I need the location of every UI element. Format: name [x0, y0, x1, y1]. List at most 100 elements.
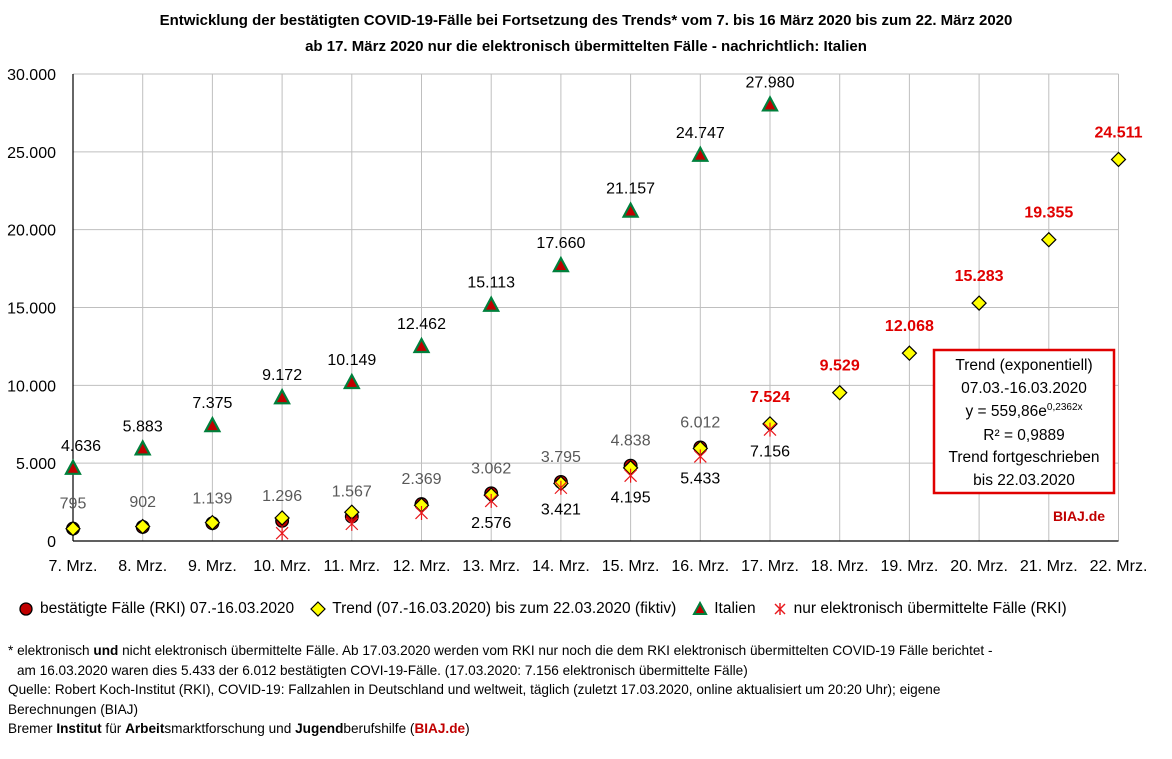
italy-data-label: 17.660 — [536, 235, 585, 252]
confirmed-data-label: 1.296 — [262, 488, 302, 505]
footnote-line1: * elektronisch und nicht elektronisch üb… — [8, 641, 1158, 661]
trend-data-label: 12.068 — [885, 318, 934, 335]
trend-point — [971, 295, 987, 311]
italy-data-label: 10.149 — [327, 352, 376, 369]
annotation-line1: Trend (exponentiell) — [955, 357, 1092, 374]
trend-point — [204, 514, 221, 531]
trend-point — [1040, 231, 1057, 248]
italy-point — [761, 95, 779, 112]
confirmed-data-label: 1.567 — [332, 484, 372, 501]
italy-data-label: 24.747 — [676, 125, 725, 142]
legend-item-confirmed: bestätigte Fälle (RKI) 07.-16.03.2020 — [18, 600, 294, 618]
italy-data-label: 7.375 — [192, 395, 232, 412]
y-tick-label: 10.000 — [7, 378, 56, 395]
electronic-point — [484, 493, 498, 508]
x-tick-label: 20. Mrz. — [950, 558, 1008, 575]
italy-data-label: 27.980 — [746, 74, 795, 91]
x-tick-label: 18. Mrz. — [811, 558, 869, 575]
x-tick-label: 12. Mrz. — [393, 558, 451, 575]
x-tick-label: 16. Mrz. — [671, 558, 729, 575]
italy-point — [64, 458, 82, 475]
trend-point — [1110, 151, 1127, 168]
italy-point — [203, 415, 222, 433]
italy-data-label: 15.113 — [467, 275, 515, 292]
credit-bold: Jugend — [295, 721, 344, 736]
confirmed-data-label: 6.012 — [680, 414, 720, 431]
trend-point — [134, 518, 151, 535]
credit-text: ) — [465, 721, 470, 736]
footnote-text: * elektronisch — [8, 643, 94, 658]
x-tick-label: 7. Mrz. — [49, 558, 98, 575]
italy-data-label: 21.157 — [606, 181, 655, 198]
red-circle-marker-icon — [19, 602, 33, 616]
confirmed-data-label: 1.139 — [192, 490, 232, 507]
annotation-line2: 07.03.-16.03.2020 — [961, 380, 1087, 397]
legend: bestätigte Fälle (RKI) 07.-16.03.2020 Tr… — [18, 598, 1168, 620]
confirmed-data-label: 902 — [129, 494, 156, 511]
trend-point — [274, 510, 290, 526]
trend-data-label: 7.524 — [750, 389, 790, 406]
italy-data-label: 4.636 — [61, 438, 101, 455]
y-tick-label: 15.000 — [7, 301, 56, 318]
confirmed-data-label: 795 — [60, 496, 87, 513]
annotation-line5: Trend fortgeschrieben — [948, 449, 1099, 466]
italy-point — [482, 295, 501, 312]
confirmed-data-label: 3.062 — [471, 460, 511, 477]
italy-point — [552, 255, 570, 273]
annotation-formula-exp: 0,2362x — [1047, 402, 1083, 413]
electronic-point — [554, 480, 568, 495]
confirmed-data-label: 2.369 — [401, 471, 441, 488]
chart-title-line2: ab 17. März 2020 nur die elektronisch üb… — [305, 38, 867, 55]
italy-data-label: 9.172 — [262, 367, 302, 384]
x-tick-label: 21. Mrz. — [1020, 558, 1078, 575]
source-line1: Quelle: Robert Koch-Institut (RKI), COVI… — [8, 682, 941, 697]
credit-text: berufshilfe ( — [343, 721, 415, 736]
legend-label-italy: Italien — [714, 600, 756, 617]
credit-bold: Arbeit — [125, 721, 165, 736]
x-tick-label: 17. Mrz. — [741, 558, 799, 575]
legend-label-trend: Trend (07.-16.03.2020) bis zum 22.03.202… — [332, 600, 677, 617]
italy-point — [342, 372, 361, 390]
x-tick-label: 11. Mrz. — [323, 558, 380, 575]
italy-data-label: 12.462 — [397, 316, 446, 333]
electronic-data-label: 2.576 — [471, 515, 511, 532]
trend-point — [901, 345, 918, 361]
x-tick-label: 10. Mrz. — [253, 558, 311, 575]
legend-item-trend: Trend (07.-16.03.2020) bis zum 22.03.202… — [310, 600, 676, 618]
trend-data-label: 15.283 — [955, 268, 1004, 285]
y-tick-label: 25.000 — [7, 145, 56, 162]
electronic-data-label: 4.195 — [611, 490, 651, 507]
italy-point — [412, 336, 431, 354]
green-triangle-marker-icon — [692, 601, 708, 615]
trend-annotation-box: Trend (exponentiell) 07.03.-16.03.2020 y… — [932, 348, 1116, 495]
italy-point — [691, 145, 710, 162]
watermark-biaj: BIAJ.de — [1053, 508, 1105, 524]
annotation-formula-main: y = 559,86e — [965, 403, 1046, 420]
red-star-marker-icon — [774, 603, 786, 615]
x-tick-label: 15. Mrz. — [602, 558, 660, 575]
legend-item-electronic: nur elektronisch übermittelte Fälle (RKI… — [772, 600, 1067, 618]
italy-point — [621, 201, 640, 218]
chart-title-line1: Entwicklung der bestätigten COVID-19-Fäl… — [160, 12, 1013, 29]
footnote-line2: am 16.03.2020 waren dies 5.433 der 6.012… — [17, 662, 748, 678]
credit-link-biaj[interactable]: BIAJ.de — [414, 721, 466, 736]
electronic-point — [415, 505, 428, 520]
electronic-data-label: 3.421 — [541, 502, 581, 519]
legend-label-electronic: nur elektronisch übermittelte Fälle (RKI… — [793, 600, 1067, 617]
credit-text: Bremer — [8, 721, 57, 736]
credit-bold: Institut — [56, 721, 102, 736]
y-tick-label: 5.000 — [16, 456, 56, 473]
trend-point — [65, 520, 81, 537]
y-tick-label: 30.000 — [7, 67, 56, 84]
electronic-data-label: 5.433 — [680, 470, 720, 487]
electronic-point — [693, 449, 707, 464]
legend-label-confirmed: bestätigte Fälle (RKI) 07.-16.03.2020 — [40, 600, 295, 617]
electronic-point — [345, 516, 359, 531]
italy-point — [273, 387, 291, 405]
x-tick-label: 14. Mrz. — [532, 558, 590, 575]
annotation-line4: R² = 0,9889 — [983, 427, 1064, 444]
x-tick-label: 13. Mrz. — [462, 558, 520, 575]
italy-data-label: 5.883 — [123, 418, 163, 435]
x-tick-label: 8. Mrz. — [118, 558, 167, 575]
footnotes: * elektronisch und nicht elektronisch üb… — [8, 641, 1158, 739]
